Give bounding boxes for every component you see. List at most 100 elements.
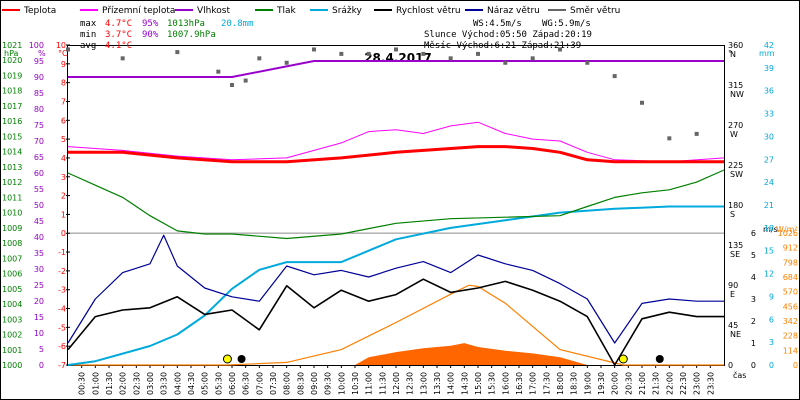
time-tick-label: 02:30: [132, 372, 141, 395]
mm-tick-label: 3: [769, 338, 774, 347]
hpa-tick-label: 1006: [2, 270, 22, 279]
legend-item-teplota: Teplota: [2, 6, 56, 16]
moonset-marker: [655, 355, 664, 363]
hpa-tick-label: 1019: [2, 71, 22, 80]
legend-label: Srážky: [332, 6, 363, 16]
stats-min-temp: 3.7°C: [105, 30, 132, 40]
stats-max-hum: 95%: [142, 19, 159, 29]
time-tick-label: 02:00: [119, 372, 128, 395]
wm2-tick-label: 228: [783, 332, 798, 341]
stats-max-label: max: [80, 19, 97, 29]
hpa-tick-label: 1003: [2, 315, 22, 324]
pct-tick-label: 50: [34, 201, 44, 210]
pct-tick-label: 60: [34, 169, 44, 178]
hpa-tick-label: 1001: [2, 346, 22, 355]
time-tick-label: 08:30: [296, 372, 305, 395]
stats-min-press: 1007.9hPa: [167, 30, 216, 40]
c-tick-label: 0: [61, 229, 66, 238]
hpa-tick-label: 1020: [2, 56, 22, 65]
hpa-tick-label: 1002: [2, 331, 22, 340]
time-tick-label: 11:00: [365, 372, 374, 395]
wind-direction-point: [216, 69, 221, 74]
dir-tick-label: SW: [730, 170, 743, 179]
time-tick-label: 20:00: [611, 372, 620, 395]
axis-label-pct: %: [38, 49, 46, 58]
time-tick-label: 14:00: [447, 372, 456, 395]
sunrise-marker: [222, 354, 232, 364]
wind-direction-point: [585, 60, 590, 65]
wm2-tick-label: 0: [793, 361, 798, 370]
stats-moon: Měsíc Východ:6:21 Západ:21:39: [424, 41, 581, 51]
wind-direction-point: [120, 56, 125, 61]
wind-direction-point: [476, 51, 480, 56]
time-tick-label: 01:00: [91, 372, 100, 395]
mm-tick-label: 30: [764, 132, 774, 141]
time-tick-label: 15:00: [474, 372, 483, 395]
pct-tick-label: 75: [34, 121, 44, 130]
time-tick-label: 17:00: [529, 372, 538, 395]
wind-direction-point: [339, 51, 344, 56]
time-tick-label: 06:30: [242, 372, 251, 395]
time-tick-label: 14:30: [460, 372, 469, 395]
axis-label-ms: m/s: [763, 225, 778, 234]
time-tick-label: 03:00: [146, 372, 155, 395]
sunset-marker: [618, 354, 628, 364]
pct-tick-label: 85: [34, 89, 44, 98]
legend-label: Přízemní teplota: [102, 6, 175, 16]
wind-direction-point: [667, 136, 672, 141]
time-tick-label: 19:30: [597, 372, 606, 395]
wind-direction-point: [640, 100, 644, 105]
dir-tick-label: N: [730, 50, 736, 59]
wm2-tick-label: 912: [783, 244, 798, 253]
pct-tick-label: 0: [39, 361, 44, 370]
series-solar-radiation: [68, 284, 724, 366]
mm-tick-label: 36: [764, 87, 774, 96]
pct-tick-label: 30: [34, 265, 44, 274]
ms-tick-label: 4: [751, 273, 756, 282]
legend-item-tlak: Tlak: [255, 6, 297, 16]
stats-avg-temp: 4.1°C: [105, 41, 132, 51]
axis-label-time: čas: [733, 370, 746, 380]
time-tick-label: 10:30: [351, 372, 360, 395]
time-tick-label: 22:30: [679, 372, 688, 395]
time-tick-label: 04:30: [187, 372, 196, 395]
wind-direction-point: [448, 56, 453, 61]
legend-label: Tlak: [276, 6, 297, 16]
hpa-tick-label: 1015: [2, 132, 22, 141]
wind-direction-point: [394, 47, 398, 52]
deg-tick-label: 315: [728, 81, 743, 90]
series-layer: [66, 47, 725, 366]
mm-tick-label: 33: [764, 110, 774, 119]
ms-tick-label: 2: [751, 317, 756, 326]
time-tick-label: 23:30: [706, 372, 715, 395]
mm-tick-label: 18: [764, 224, 774, 233]
deg-tick-label: 180: [728, 201, 743, 210]
mm-tick-label: 6: [769, 315, 774, 324]
wind-direction-point: [175, 50, 180, 55]
hpa-tick-label: 1008: [2, 239, 22, 248]
legend-label: Náraz větru: [487, 6, 540, 16]
c-tick-label: -6: [58, 342, 66, 351]
time-tick-label: 21:30: [652, 372, 661, 395]
axis-label-mm: mm: [759, 49, 775, 58]
pct-tick-label: 10: [34, 329, 44, 338]
axis-label-wm2: W/m²: [776, 225, 798, 234]
deg-tick-label: 225: [728, 161, 743, 170]
dir-tick-label: NE: [730, 330, 741, 339]
time-tick-label: 17:30: [542, 372, 551, 395]
axis-label-c: °C: [58, 49, 68, 58]
c-tick-label: -1: [58, 248, 66, 257]
time-tick-label: 00:30: [78, 372, 87, 395]
time-tick-label: 18:30: [570, 372, 579, 395]
c-tick-label: -7: [58, 361, 66, 370]
wind-direction-point: [243, 78, 248, 83]
hpa-tick-label: 1016: [2, 117, 22, 126]
mm-tick-label: 0: [769, 361, 774, 370]
c-tick-label: -3: [58, 286, 66, 295]
ms-tick-label: 6: [751, 229, 756, 238]
dir-tick-label: SE: [730, 250, 740, 259]
time-tick-label: 21:00: [638, 372, 647, 395]
pct-tick-label: 5: [39, 345, 44, 354]
deg-tick-label: 135: [728, 241, 743, 250]
